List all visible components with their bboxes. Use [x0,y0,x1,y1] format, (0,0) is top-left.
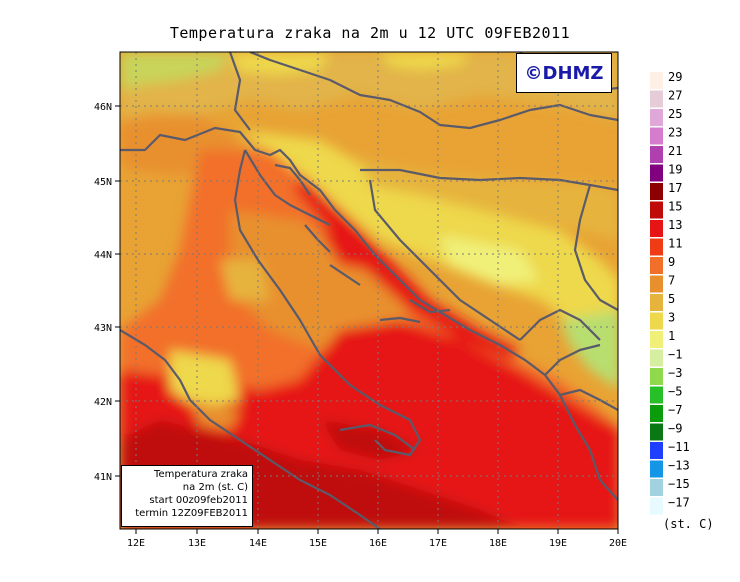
legend-swatch [650,479,663,496]
legend-swatch [650,312,663,330]
info-line: start 00z09feb2011 [149,495,248,506]
legend-label: −5 [668,385,682,399]
legend-swatch [650,220,663,237]
legend-swatch [650,405,663,422]
y-tick-label: 46N [94,102,112,113]
legend-label: 11 [668,237,682,251]
legend-label: 5 [668,292,675,306]
legend-label: 13 [668,218,682,232]
legend-label: 7 [668,274,675,288]
legend-label: 19 [668,163,682,177]
legend-swatch [650,368,663,385]
legend-label: −9 [668,422,682,436]
legend-label: −1 [668,348,682,362]
legend-label: −7 [668,403,682,417]
legend-label: 21 [668,144,682,158]
legend-label: 29 [668,70,682,84]
info-box: Temperatura zraka na 2m (st. C) start 00… [121,465,253,527]
legend-swatch [650,164,663,182]
legend-swatch [650,294,663,311]
legend-label: −13 [668,459,690,473]
y-axis-labels: 46N 45N 44N 43N 42N 41N [94,102,112,483]
legend-label: 17 [668,181,682,195]
legend-swatch [650,72,663,89]
y-tick-label: 43N [94,323,112,334]
legend-swatch [650,497,663,515]
x-tick-label: 19E [549,538,567,549]
y-tick-label: 45N [94,177,112,188]
x-tick-label: 15E [309,538,327,549]
color-legend: 29 27 25 23 21 19 17 15 13 11 9 7 5 3 1 −1 −3 −5 −7 −9 −11 −1… [650,70,690,515]
info-line: Temperatura zraka [154,469,248,480]
legend-swatch [650,423,663,441]
legend-label: 15 [668,200,682,214]
legend-swatch [650,183,663,200]
dhmz-logo: ©DHMZ [516,53,612,93]
x-axis-labels: 12E 13E 14E 15E 16E 17E 18E 19E 20E [127,538,627,549]
legend-swatch [650,201,663,219]
legend-swatch [650,257,663,274]
legend-label: 25 [668,107,682,121]
legend-swatch [650,386,663,404]
y-tick-label: 41N [94,472,112,483]
x-tick-label: 13E [188,538,206,549]
y-tick-label: 44N [94,250,112,261]
graticule [120,52,618,529]
legend-label: 23 [668,126,682,140]
x-tick-label: 20E [609,538,627,549]
legend-swatch [650,349,663,367]
temperature-field [120,52,618,529]
legend-label: −3 [668,366,682,380]
legend-swatch [650,442,663,459]
legend-swatch [650,238,663,256]
y-tick-label: 42N [94,397,112,408]
legend-label: −17 [668,496,690,510]
legend-label: −11 [668,440,690,454]
legend-swatch [650,90,663,108]
legend-swatch [650,460,663,478]
legend-label: 27 [668,89,682,103]
legend-swatch [650,127,663,145]
map-title: Temperatura zraka na 2m u 12 UTC 09FEB20… [169,24,571,42]
legend-label: 3 [668,311,675,325]
info-line: termin 12Z09FEB2011 [135,508,248,519]
x-tick-label: 18E [489,538,507,549]
legend-label: 9 [668,255,675,269]
x-tick-label: 14E [249,538,267,549]
legend-swatch [650,146,663,163]
legend-swatch [650,275,663,293]
legend-label: 1 [668,329,675,343]
info-line: na 2m (st. C) [182,482,248,493]
legend-unit: (st. C) [663,517,714,531]
x-tick-label: 12E [127,538,145,549]
legend-label: −15 [668,477,690,491]
plot-frame [119,51,619,530]
x-tick-label: 17E [429,538,447,549]
x-tick-label: 16E [369,538,387,549]
legend-swatch [650,331,663,348]
legend-swatch [650,109,663,126]
